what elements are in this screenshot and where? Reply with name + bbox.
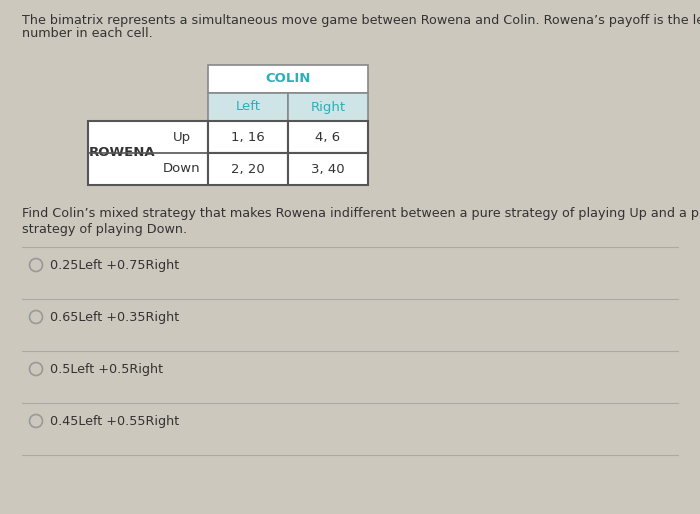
Text: 0.45Left +0.55Right: 0.45Left +0.55Right bbox=[50, 414, 179, 428]
Text: COLIN: COLIN bbox=[265, 72, 311, 85]
Text: 0.5Left +0.5Right: 0.5Left +0.5Right bbox=[50, 362, 163, 376]
Text: 4, 6: 4, 6 bbox=[316, 131, 341, 143]
Bar bbox=[288, 153, 368, 185]
Circle shape bbox=[29, 362, 43, 376]
Circle shape bbox=[29, 414, 43, 428]
Text: 0.65Left +0.35Right: 0.65Left +0.35Right bbox=[50, 310, 179, 323]
Text: Left: Left bbox=[235, 101, 260, 114]
Text: Right: Right bbox=[310, 101, 346, 114]
Text: 1, 16: 1, 16 bbox=[231, 131, 265, 143]
Text: Find Colin’s mixed strategy that makes Rowena indifferent between a pure strateg: Find Colin’s mixed strategy that makes R… bbox=[22, 207, 700, 220]
Text: ROWENA: ROWENA bbox=[89, 146, 155, 159]
Bar bbox=[208, 93, 288, 121]
Text: 2, 20: 2, 20 bbox=[231, 162, 265, 175]
Bar bbox=[208, 121, 288, 153]
Circle shape bbox=[29, 310, 43, 323]
Bar bbox=[208, 153, 288, 185]
Bar bbox=[288, 121, 368, 153]
Text: 0.25Left +0.75Right: 0.25Left +0.75Right bbox=[50, 259, 179, 271]
Text: number in each cell.: number in each cell. bbox=[22, 27, 153, 40]
Bar bbox=[88, 121, 208, 185]
Text: Up: Up bbox=[173, 131, 191, 143]
Circle shape bbox=[29, 259, 43, 271]
Text: The bimatrix represents a simultaneous move game between Rowena and Colin. Rowen: The bimatrix represents a simultaneous m… bbox=[22, 14, 700, 27]
Text: strategy of playing Down.: strategy of playing Down. bbox=[22, 223, 187, 236]
Text: Down: Down bbox=[163, 162, 201, 175]
Text: 3, 40: 3, 40 bbox=[312, 162, 345, 175]
Bar bbox=[288, 93, 368, 121]
Bar bbox=[208, 65, 368, 93]
